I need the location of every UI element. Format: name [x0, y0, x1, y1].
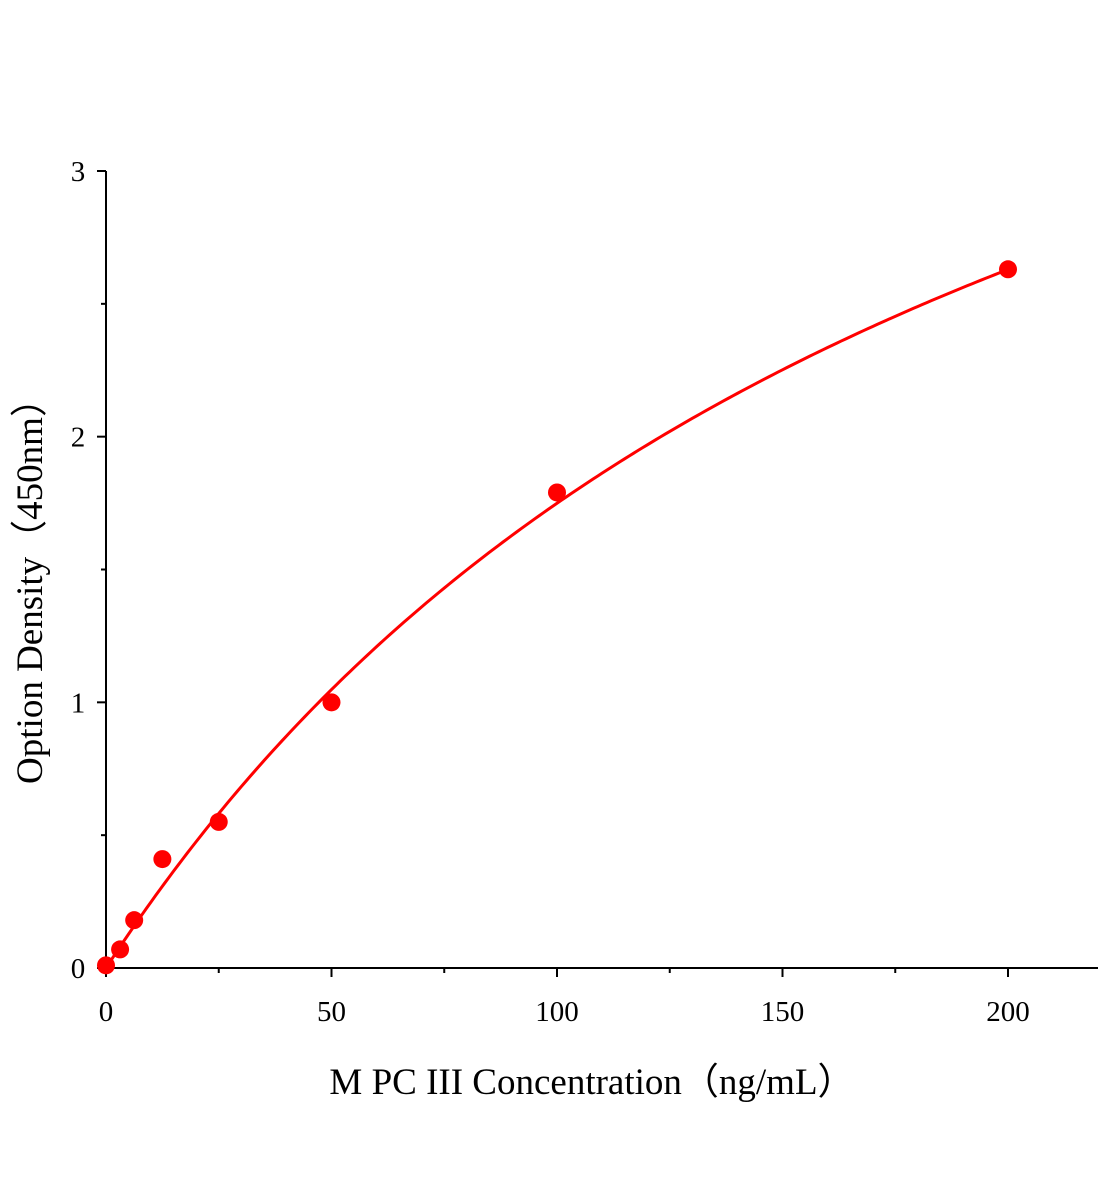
data-point — [111, 940, 130, 959]
fit-curve-layer — [104, 268, 1009, 969]
data-point — [548, 483, 566, 502]
data-point — [125, 911, 144, 930]
x-tick-label: 100 — [535, 996, 579, 1028]
data-point — [97, 956, 115, 975]
y-tick-label: 1 — [71, 687, 86, 719]
axes: 0 50 100 150 200 0 1 2 3 — [71, 156, 1098, 1028]
data-point — [209, 812, 228, 831]
y-tick-label: 3 — [71, 156, 86, 188]
x-tick-label: 50 — [317, 996, 346, 1028]
x-tick-label: 0 — [99, 996, 114, 1028]
y-axis-label: Option Density（450nm） — [10, 380, 51, 784]
x-tick-label: 200 — [986, 996, 1030, 1028]
data-points-layer — [97, 260, 1017, 975]
y-tick-label: 0 — [71, 953, 86, 985]
fit-curve — [104, 268, 1009, 969]
x-tick-label: 150 — [761, 996, 805, 1028]
x-axis-label: M PC III Concentration（ng/mL） — [329, 1062, 854, 1103]
y-tick-label: 2 — [71, 422, 86, 454]
data-point — [999, 260, 1017, 279]
data-point — [322, 693, 341, 712]
data-point — [153, 850, 172, 869]
